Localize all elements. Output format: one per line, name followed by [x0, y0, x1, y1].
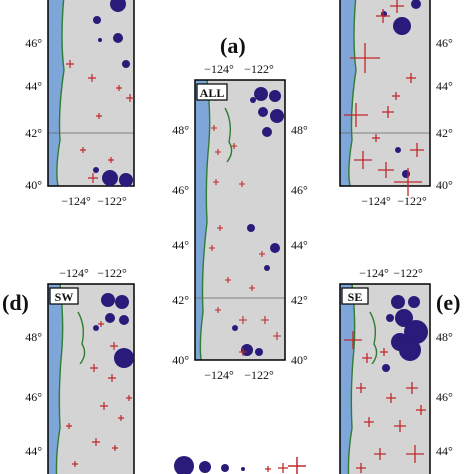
d-panel-tag: SW: [55, 290, 74, 304]
e-top-tick-1: −124°: [359, 266, 389, 280]
c-right-tick-3: 42°: [436, 126, 453, 140]
a-left-tick-4: 42°: [172, 293, 189, 307]
b-left-tick-1: 46°: [25, 36, 42, 50]
a-bottom-tick-1: −124°: [204, 368, 234, 382]
map-panel-b: 46° 44° 42° 40° −124° −122°: [25, 0, 135, 208]
c-right-tick-4: 40°: [436, 178, 453, 192]
a-left-tick-3: 44°: [172, 238, 189, 252]
markers-e: [382, 295, 428, 372]
a-top-tick-1: −124°: [204, 62, 234, 76]
map-panel-d: −124° −122° SW 48° 46° 44°: [25, 266, 135, 474]
map-panel-e: −124° −122° SE 48° 46° 44°: [339, 266, 453, 474]
markers-b: [93, 0, 133, 187]
a-left-tick-1: 48°: [172, 123, 189, 137]
b-bottom-tick-1: −124°: [61, 194, 91, 208]
e-top-tick-2: −122°: [393, 266, 423, 280]
legend-large-circle: [174, 456, 194, 474]
d-top-tick-1: −124°: [59, 266, 89, 280]
legend-tiny-circle: [241, 467, 245, 471]
legend-large-cross: [288, 457, 306, 474]
a-right-tick-2: 46°: [291, 183, 308, 197]
legend-medium-circle: [199, 461, 211, 473]
symbol-legend: [174, 456, 306, 474]
markers-d: [93, 293, 134, 368]
d-top-tick-2: −122°: [97, 266, 127, 280]
e-right-tick-2: 46°: [436, 390, 453, 404]
a-top-tick-2: −122°: [244, 62, 274, 76]
d-left-tick-1: 48°: [25, 330, 42, 344]
a-right-tick-1: 48°: [291, 123, 308, 137]
d-left-tick-2: 46°: [25, 390, 42, 404]
legend-small-cross: [265, 466, 271, 472]
c-right-tick-2: 44°: [436, 79, 453, 93]
crosses-c: [344, 0, 424, 196]
markers-a: [232, 87, 284, 356]
e-right-tick-1: 48°: [436, 330, 453, 344]
a-left-tick-2: 46°: [172, 183, 189, 197]
crosses-a: [209, 125, 281, 356]
a-bottom-tick-2: −122°: [244, 368, 274, 382]
a-panel-tag: ALL: [200, 86, 225, 100]
b-bottom-tick-2: −122°: [97, 194, 127, 208]
e-right-tick-3: 44°: [436, 444, 453, 458]
e-panel-tag: SE: [348, 290, 363, 304]
a-right-tick-4: 42°: [291, 293, 308, 307]
c-bottom-tick-2: −122°: [397, 194, 427, 208]
crosses-d: [66, 321, 132, 467]
map-panel-a: −124° −122° ALL 48° 46° 44° 42° 40° 48° …: [172, 62, 308, 382]
panel-a-label: (a): [220, 33, 246, 58]
b-left-tick-4: 40°: [25, 178, 42, 192]
legend-small-circle: [221, 464, 229, 472]
crosses-b: [66, 60, 134, 183]
a-right-tick-3: 44°: [291, 238, 308, 252]
crosses-e: [344, 331, 426, 473]
c-right-tick-1: 46°: [436, 36, 453, 50]
c-bottom-tick-1: −124°: [361, 194, 391, 208]
a-right-tick-5: 40°: [291, 353, 308, 367]
b-left-tick-2: 44°: [25, 79, 42, 93]
a-left-tick-5: 40°: [172, 353, 189, 367]
d-left-tick-3: 44°: [25, 444, 42, 458]
b-left-tick-3: 42°: [25, 126, 42, 140]
panel-d-label: (d): [2, 290, 29, 315]
map-panel-c: 46° 44° 42° 40° −124° −122°: [339, 0, 453, 208]
panel-e-label: (e): [436, 290, 461, 315]
